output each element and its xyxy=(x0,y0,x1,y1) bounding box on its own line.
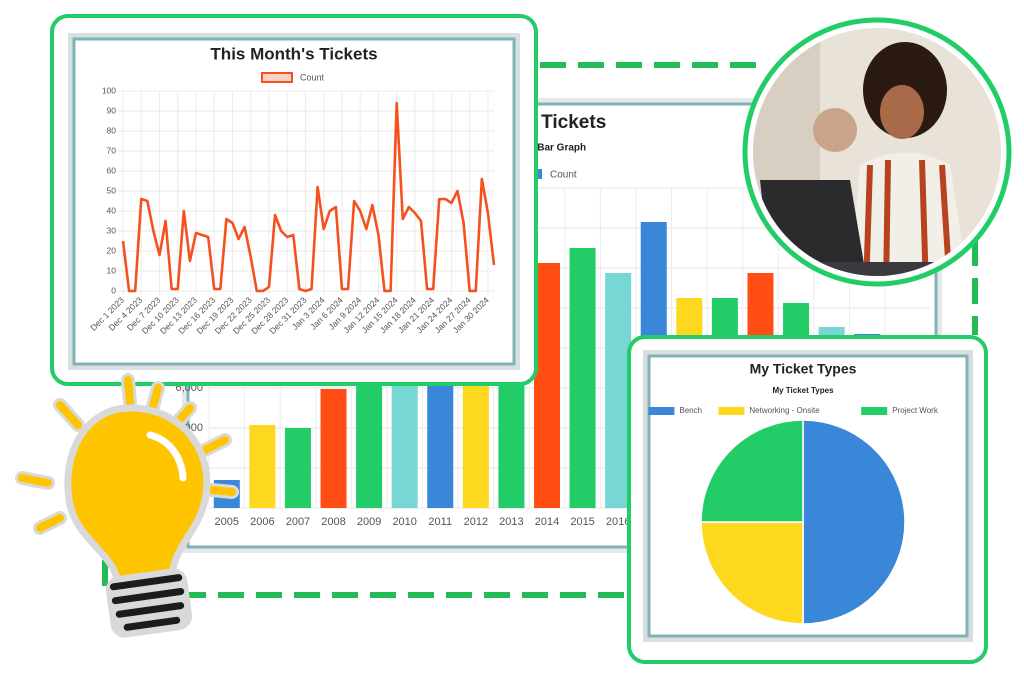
legend-label: Networking - Onsite xyxy=(749,406,820,415)
pie-panel: My Ticket Types My Ticket Types Bench Net… xyxy=(627,335,988,664)
y-tick-label: 70 xyxy=(107,145,117,155)
x-tick-label: 2011 xyxy=(428,516,452,528)
y-tick-label: 90 xyxy=(107,105,117,115)
pie-slice xyxy=(700,521,804,625)
bulb-glass xyxy=(64,404,211,586)
x-tick-label: 2010 xyxy=(392,516,416,528)
legend-label: Bench xyxy=(679,406,702,415)
legend-label: Project Work xyxy=(892,406,939,415)
pie-slice xyxy=(802,419,906,625)
x-tick-label: 2009 xyxy=(357,516,381,528)
x-tick-label: 2008 xyxy=(321,516,345,528)
lightbulb xyxy=(15,373,239,638)
x-tick-label: 2016 xyxy=(606,516,630,528)
y-tick-label: 100 xyxy=(102,85,116,95)
line-series xyxy=(121,101,496,293)
x-tick-label: 2005 xyxy=(215,516,239,528)
line-panel: This Month's Tickets Count 0 10 20 30 40 50 60 7… xyxy=(50,14,538,386)
legend-label: Count xyxy=(300,72,325,82)
y-tick-label: 0 xyxy=(111,285,116,295)
y-tick-label: 20 xyxy=(107,245,117,255)
legend-swatch xyxy=(648,407,675,415)
chart-title: ly Tickets xyxy=(520,112,606,133)
bulb-base xyxy=(105,568,193,638)
photo xyxy=(742,17,1012,287)
x-tick-label: 2007 xyxy=(286,516,310,528)
y-tick-label: 40 xyxy=(107,205,117,215)
photo-shirt xyxy=(850,152,970,276)
x-tick-label: 2013 xyxy=(499,516,523,528)
x-tick-label: 2006 xyxy=(250,516,274,528)
y-tick-label: 50 xyxy=(107,185,117,195)
bar xyxy=(605,273,632,508)
bar xyxy=(427,368,454,508)
legend-swatch xyxy=(718,407,745,415)
y-tick-label: 10 xyxy=(107,265,117,275)
bar xyxy=(284,428,311,508)
chart-title: This Month's Tickets xyxy=(210,44,377,63)
y-tick-label: 30 xyxy=(107,225,117,235)
legend-swatch xyxy=(861,407,888,415)
x-tick-label: 2015 xyxy=(570,516,594,528)
bar xyxy=(320,389,347,508)
chart-title: My Ticket Types xyxy=(750,361,857,377)
x-tick-label: 2014 xyxy=(535,516,559,528)
pie-slice xyxy=(700,419,804,523)
y-tick-label: 60 xyxy=(107,165,117,175)
legend-swatch xyxy=(261,72,293,83)
bar xyxy=(569,248,596,508)
photo-face xyxy=(880,85,924,139)
bar xyxy=(249,425,276,508)
x-tick-label: 2012 xyxy=(464,516,488,528)
photo-blur xyxy=(813,108,857,152)
legend-label: Count xyxy=(550,170,577,181)
y-tick-label: 80 xyxy=(107,125,117,135)
bar xyxy=(534,263,560,508)
chart-subtitle: ple Bar Graph xyxy=(520,143,586,154)
bulb-highlight xyxy=(146,431,187,482)
pie-chart: Bench Networking - Onsite Project Work xyxy=(648,406,939,625)
chart-subtitle: My Ticket Types xyxy=(772,386,834,395)
